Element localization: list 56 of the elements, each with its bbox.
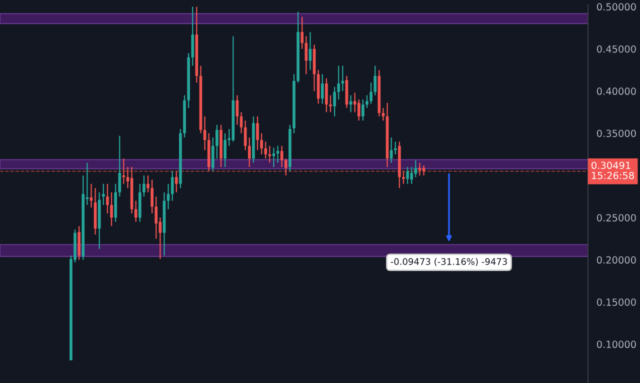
candlestick [362, 98, 364, 122]
candlestick [78, 226, 80, 260]
candlestick [414, 160, 418, 178]
candlestick [150, 179, 154, 214]
candlestick [402, 170, 405, 184]
annotation: -0.09473 (-31.16%) -9473 [390, 258, 507, 266]
candlestick [110, 192, 113, 227]
candlestick [256, 116, 259, 151]
candlestick [341, 65, 344, 92]
candlestick [370, 82, 372, 104]
candlestick [191, 6, 194, 66]
candlestick [353, 92, 356, 113]
candlestick [211, 136, 214, 172]
candlestick [300, 16, 304, 50]
candlestick [284, 158, 288, 176]
candlestick [170, 170, 174, 202]
candlestick [118, 135, 122, 198]
candlestick [329, 94, 332, 113]
candlestick [216, 124, 218, 160]
y-tick-label: 0.25000 [596, 214, 636, 222]
candlestick [264, 141, 268, 160]
y-tick-label: 0.50000 [596, 3, 636, 11]
candlestick [422, 164, 426, 176]
candlestick [325, 78, 328, 113]
y-tick-label: 0.40000 [596, 88, 636, 95]
candlestick [146, 174, 150, 193]
candlestick [320, 74, 324, 104]
candlestick [268, 145, 272, 164]
candlestick [134, 200, 138, 222]
candlestick [349, 94, 352, 113]
ref-line-label: 0.30491 15:26:58 [592, 162, 634, 180]
y-tick-label: 0.10000 [596, 340, 636, 348]
candlestick [406, 166, 409, 184]
candlestick [224, 132, 226, 168]
candlestick [333, 86, 336, 117]
candlestick [260, 132, 263, 155]
candlestick [154, 196, 158, 240]
candlestick [102, 183, 105, 206]
candlestick [394, 141, 397, 155]
candlestick [382, 107, 385, 122]
candlestick [410, 166, 414, 184]
candlestick [280, 145, 284, 168]
candlestick [357, 98, 360, 122]
candlestick [304, 36, 308, 75]
candlestick [374, 65, 377, 96]
candlestick [366, 94, 368, 108]
y-tick-label: 0.35000 [596, 130, 636, 138]
candlestick [244, 120, 247, 151]
y-tick-label: 0.20000 [596, 256, 636, 264]
candlestick [142, 174, 146, 198]
y-tick-label: 0.45000 [596, 45, 636, 53]
candlestick [337, 65, 340, 100]
candlestick [106, 183, 109, 214]
candlestick [174, 170, 178, 193]
candlestick [248, 136, 251, 168]
y-tick-label: 0.15000 [596, 298, 636, 306]
